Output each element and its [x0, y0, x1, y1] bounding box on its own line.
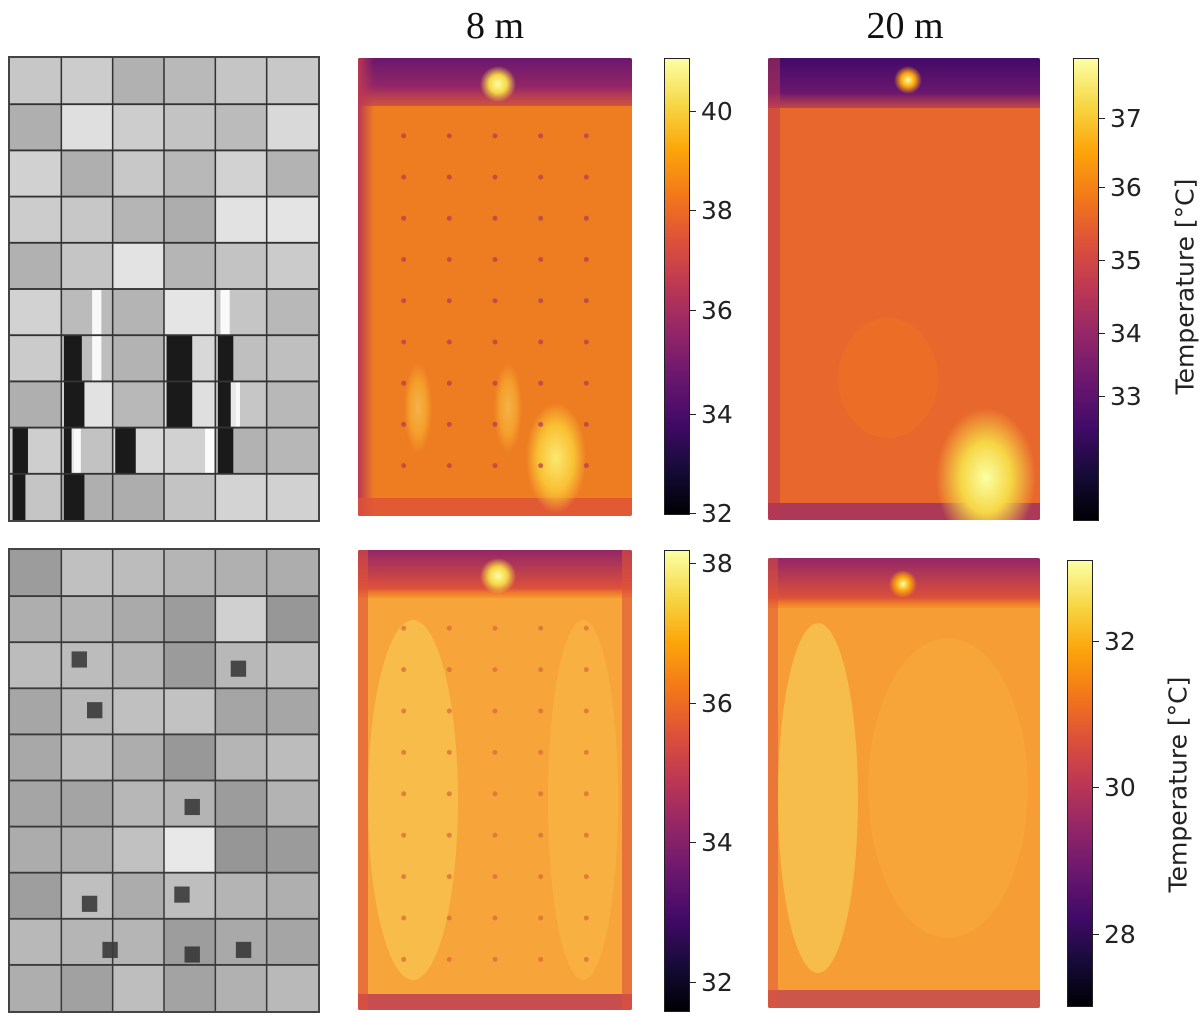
column-title-20m: 20 m: [866, 5, 944, 47]
colorbar-tick: 34: [689, 828, 733, 857]
column-title-8m: 8 m: [465, 5, 525, 47]
thermal-image-top-20m: [768, 58, 1040, 520]
colorbar-tick-label: 35: [1110, 246, 1142, 275]
colorbar-bottom-20m: 32 30 28: [1067, 560, 1136, 1007]
colorbar-tick-label: 36: [701, 296, 733, 325]
colorbar-tick: 37: [1098, 104, 1142, 133]
colorbar-tick: 34: [689, 400, 733, 429]
colorbar-tick-label: 38: [701, 196, 733, 225]
colorbar-top-8m: 40 38 36 34 32: [664, 58, 733, 528]
colorbar-tick-label: 30: [1104, 773, 1136, 802]
colorbar-tick: 38: [689, 196, 733, 225]
colorbar-tick: 28: [1092, 920, 1136, 949]
colorbar-tick-label: 32: [701, 499, 733, 528]
colorbar-tick: 34: [1098, 319, 1142, 348]
el-grid-top: [10, 58, 318, 520]
colorbar-bottom-8m: 38 36 34 32: [664, 549, 733, 1012]
el-image-bottom: [8, 548, 320, 1013]
thermal-image-top-8m: [358, 58, 632, 516]
colorbar-tick-label: 40: [701, 97, 733, 126]
colorbar-tick: 33: [1098, 382, 1142, 411]
colorbar-tick-label: 37: [1110, 104, 1142, 133]
colorbar-tick: 32: [1092, 627, 1136, 656]
colorbar-tick-label: 32: [701, 968, 733, 997]
el-grid-bottom: [10, 550, 318, 1011]
colorbar-tick: 38: [689, 549, 733, 578]
colorbar-tick: 40: [689, 97, 733, 126]
colorbar-tick-label: 33: [1110, 382, 1142, 411]
colorbar-tick-label: 32: [1104, 627, 1136, 656]
colorbar-tick: 30: [1092, 773, 1136, 802]
colorbar-tick-label: 38: [701, 549, 733, 578]
colorbar-tick: 36: [1098, 173, 1142, 202]
colorbar-tick-label: 34: [1110, 319, 1142, 348]
thermal-image-bottom-8m: [358, 550, 632, 1010]
colorbar-tick: 36: [689, 296, 733, 325]
colorbar-tick-label: 34: [701, 400, 733, 429]
colorbar-label-top: Temperature [°C]: [1170, 178, 1200, 395]
colorbar-tick-label: 34: [701, 828, 733, 857]
cell-grid-dots: [401, 625, 589, 962]
el-image-top: [8, 56, 320, 522]
thermal-image-bottom-20m: [768, 558, 1040, 1008]
colorbar-tick: 32: [689, 499, 733, 528]
cell-grid-dots: [401, 133, 589, 469]
colorbar-tick: 36: [689, 689, 733, 718]
colorbar-tick-label: 36: [701, 689, 733, 718]
colorbar-tick-label: 36: [1110, 173, 1142, 202]
colorbar-tick: 32: [689, 968, 733, 997]
colorbar-top-20m: 37 36 35 34 33: [1073, 58, 1142, 521]
colorbar-tick-label: 28: [1104, 920, 1136, 949]
colorbar-label-bottom: Temperature [°C]: [1163, 676, 1193, 893]
colorbar-tick: 35: [1098, 246, 1142, 275]
